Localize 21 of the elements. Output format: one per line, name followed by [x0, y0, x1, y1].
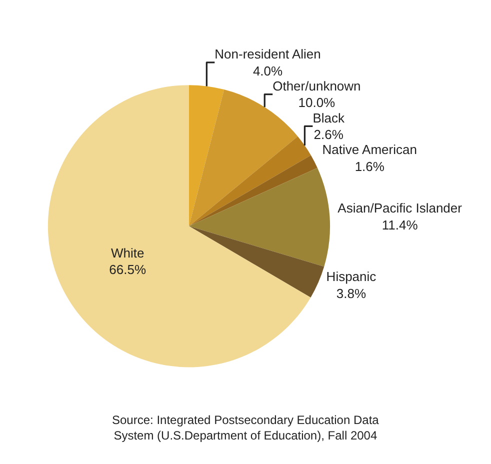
slice-label: Non-resident Alien	[214, 46, 321, 62]
data-label: 3.8%	[336, 286, 366, 301]
pie-slice	[188, 168, 330, 267]
pie-slice	[188, 136, 311, 226]
pie-slice	[188, 85, 224, 226]
slice-label: Native American	[322, 142, 417, 158]
slice-label: Other/unknown	[272, 78, 361, 94]
data-label: 10.0%	[298, 95, 336, 110]
slice-label: Hispanic	[326, 269, 377, 284]
data-label: 4.0%	[252, 63, 284, 78]
pie-slice	[188, 155, 318, 226]
data-label: 11.4%	[382, 218, 418, 232]
source-note: Source: Integrated Postsecondary Education Data System (U.S.Department of Education), Fall 2004	[112, 413, 380, 443]
pie-slice	[188, 90, 298, 226]
data-label: 66.5%	[109, 262, 146, 278]
pie-slice	[188, 226, 324, 298]
slice-label: Black	[312, 110, 345, 126]
data-label: 1.6%	[354, 159, 385, 174]
data-label: 2.6%	[314, 127, 344, 142]
slice-label: White	[110, 245, 144, 260]
slice-label: Asian/Pacific Islander	[338, 200, 463, 216]
